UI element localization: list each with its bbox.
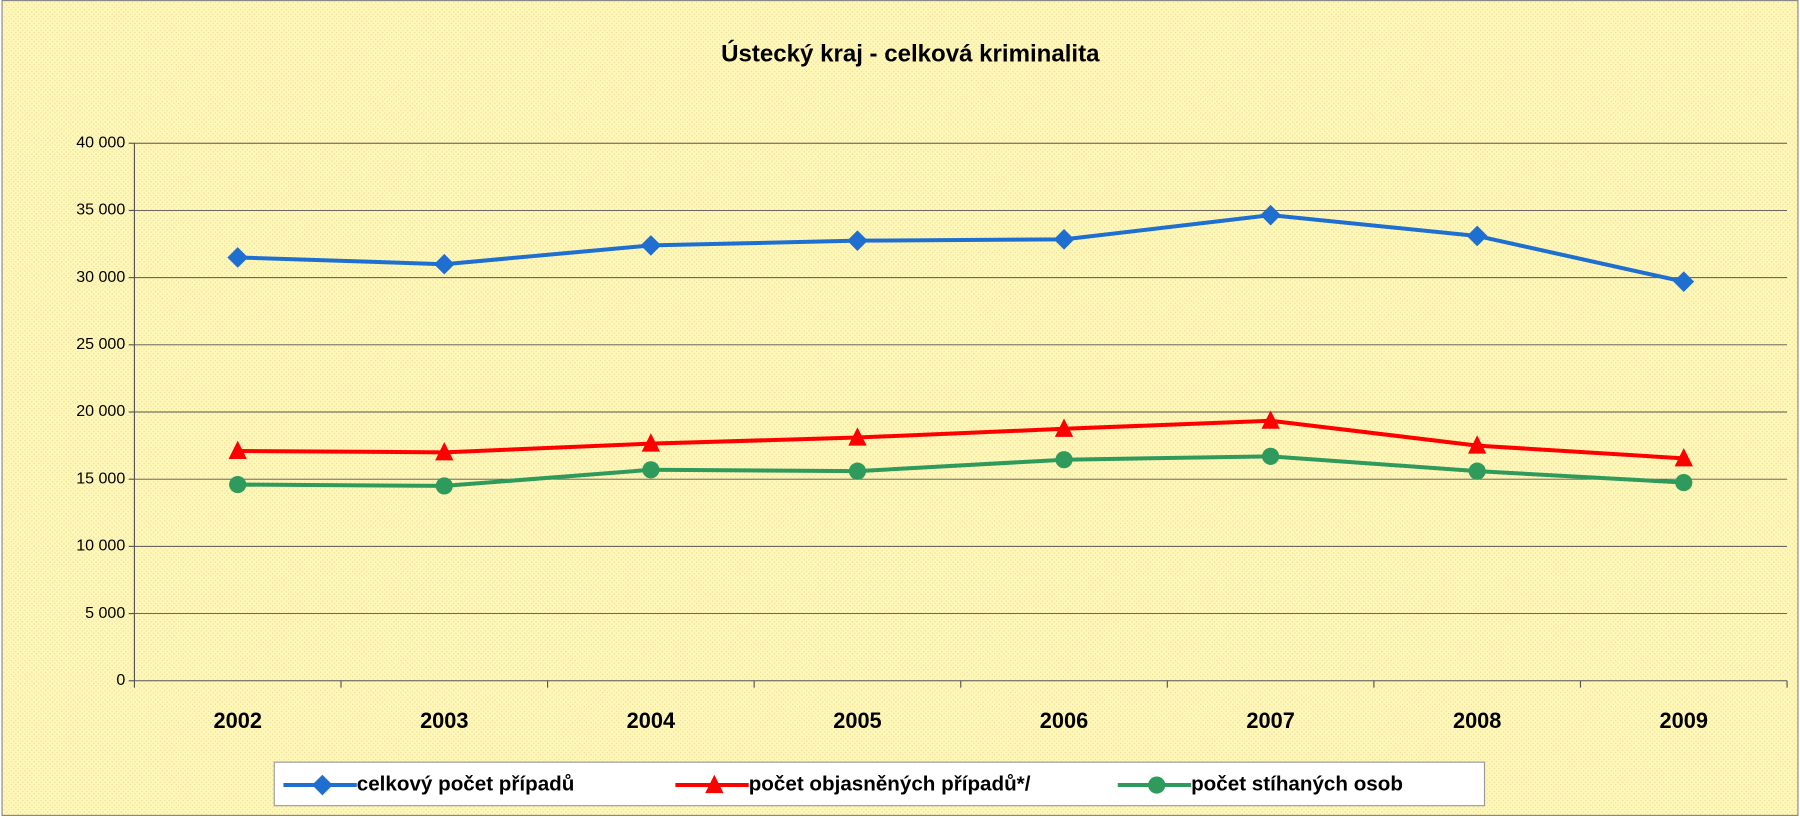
- legend: [273, 761, 1486, 807]
- y-tick-label: 40 000: [76, 133, 125, 151]
- marker: [642, 461, 660, 479]
- marker: [1675, 473, 1693, 492]
- y-tick-label: 15 000: [76, 469, 125, 487]
- marker: [1055, 451, 1073, 469]
- marker: [1468, 462, 1486, 480]
- marker: [848, 427, 867, 446]
- marker: [229, 475, 247, 494]
- y-tick-label: 25 000: [76, 335, 125, 353]
- marker: [227, 247, 249, 268]
- x-tick-label: 2008: [1453, 708, 1501, 733]
- marker: [641, 433, 661, 452]
- x-tick-label: 2004: [627, 708, 675, 733]
- marker: [1260, 204, 1281, 226]
- marker: [1674, 448, 1693, 467]
- x-tick-label: 2007: [1246, 708, 1294, 733]
- marker: [848, 462, 867, 480]
- legend-label: celkový počet případů: [357, 773, 575, 796]
- y-tick-label: 20 000: [76, 402, 125, 420]
- x-tick-label: 2002: [214, 708, 262, 733]
- marker: [1673, 271, 1695, 292]
- marker: [1262, 447, 1280, 465]
- legend-label: počet stíhaných osob: [1191, 773, 1403, 796]
- marker: [1466, 225, 1488, 247]
- marker: [640, 235, 662, 256]
- marker: [435, 442, 454, 461]
- marker: [1054, 418, 1074, 437]
- marker: [1468, 435, 1487, 454]
- marker: [435, 477, 453, 495]
- x-tick-label: 2009: [1660, 708, 1708, 733]
- y-tick-label: 0: [116, 671, 125, 689]
- marker: [705, 774, 724, 794]
- chart-title: Ústecký kraj - celková kriminalita: [721, 39, 1100, 67]
- marker: [228, 440, 247, 460]
- marker: [1261, 410, 1280, 429]
- marker: [1148, 776, 1166, 794]
- y-tick-label: 10 000: [76, 537, 125, 555]
- series-line: [237, 454, 1684, 488]
- series-line: [237, 213, 1685, 284]
- marker: [312, 774, 333, 796]
- x-tick-label: 2006: [1040, 708, 1088, 733]
- legend-label: počet objasněných případů*/: [749, 773, 1031, 796]
- marker: [847, 230, 868, 251]
- y-tick-label: 35 000: [76, 201, 125, 219]
- y-tick-label: 5 000: [85, 604, 125, 622]
- x-tick-label: 2003: [420, 708, 468, 733]
- y-tick-label: 30 000: [76, 268, 125, 286]
- x-tick-label: 2005: [833, 708, 881, 733]
- series-line: [237, 418, 1684, 461]
